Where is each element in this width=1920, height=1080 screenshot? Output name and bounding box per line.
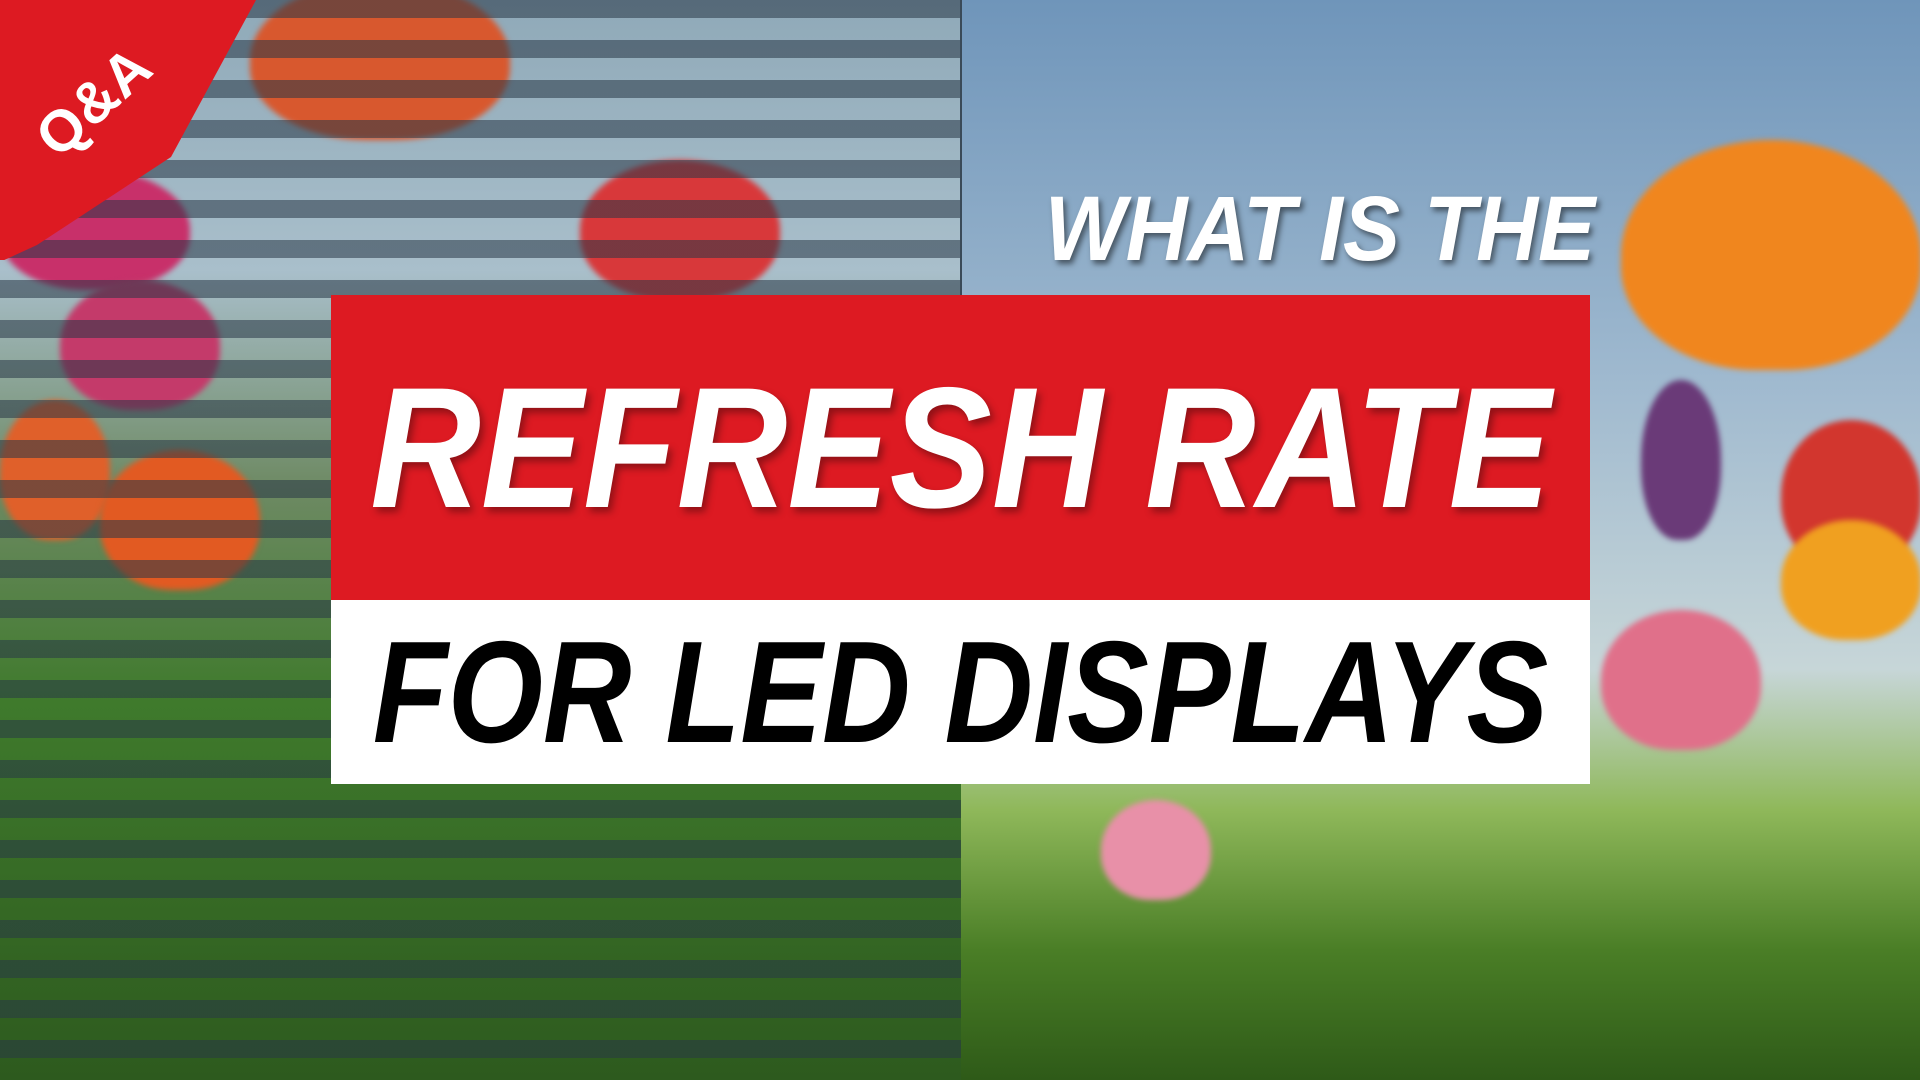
left-photo-flicker <box>0 0 961 1080</box>
title-line-3: FOR LED DISPLAYS <box>372 611 1549 773</box>
title-white-banner: FOR LED DISPLAYS <box>331 600 1590 784</box>
title-line-1: WHAT IS THE <box>1044 178 1595 280</box>
split-divider <box>960 0 962 300</box>
qa-badge: Q&A <box>0 0 260 262</box>
title-line-1-box: WHAT IS THE <box>1040 176 1595 286</box>
title-red-banner: REFRESH RATE <box>331 295 1590 600</box>
badge-shape-icon <box>0 0 256 262</box>
title-line-2: REFRESH RATE <box>370 351 1551 544</box>
